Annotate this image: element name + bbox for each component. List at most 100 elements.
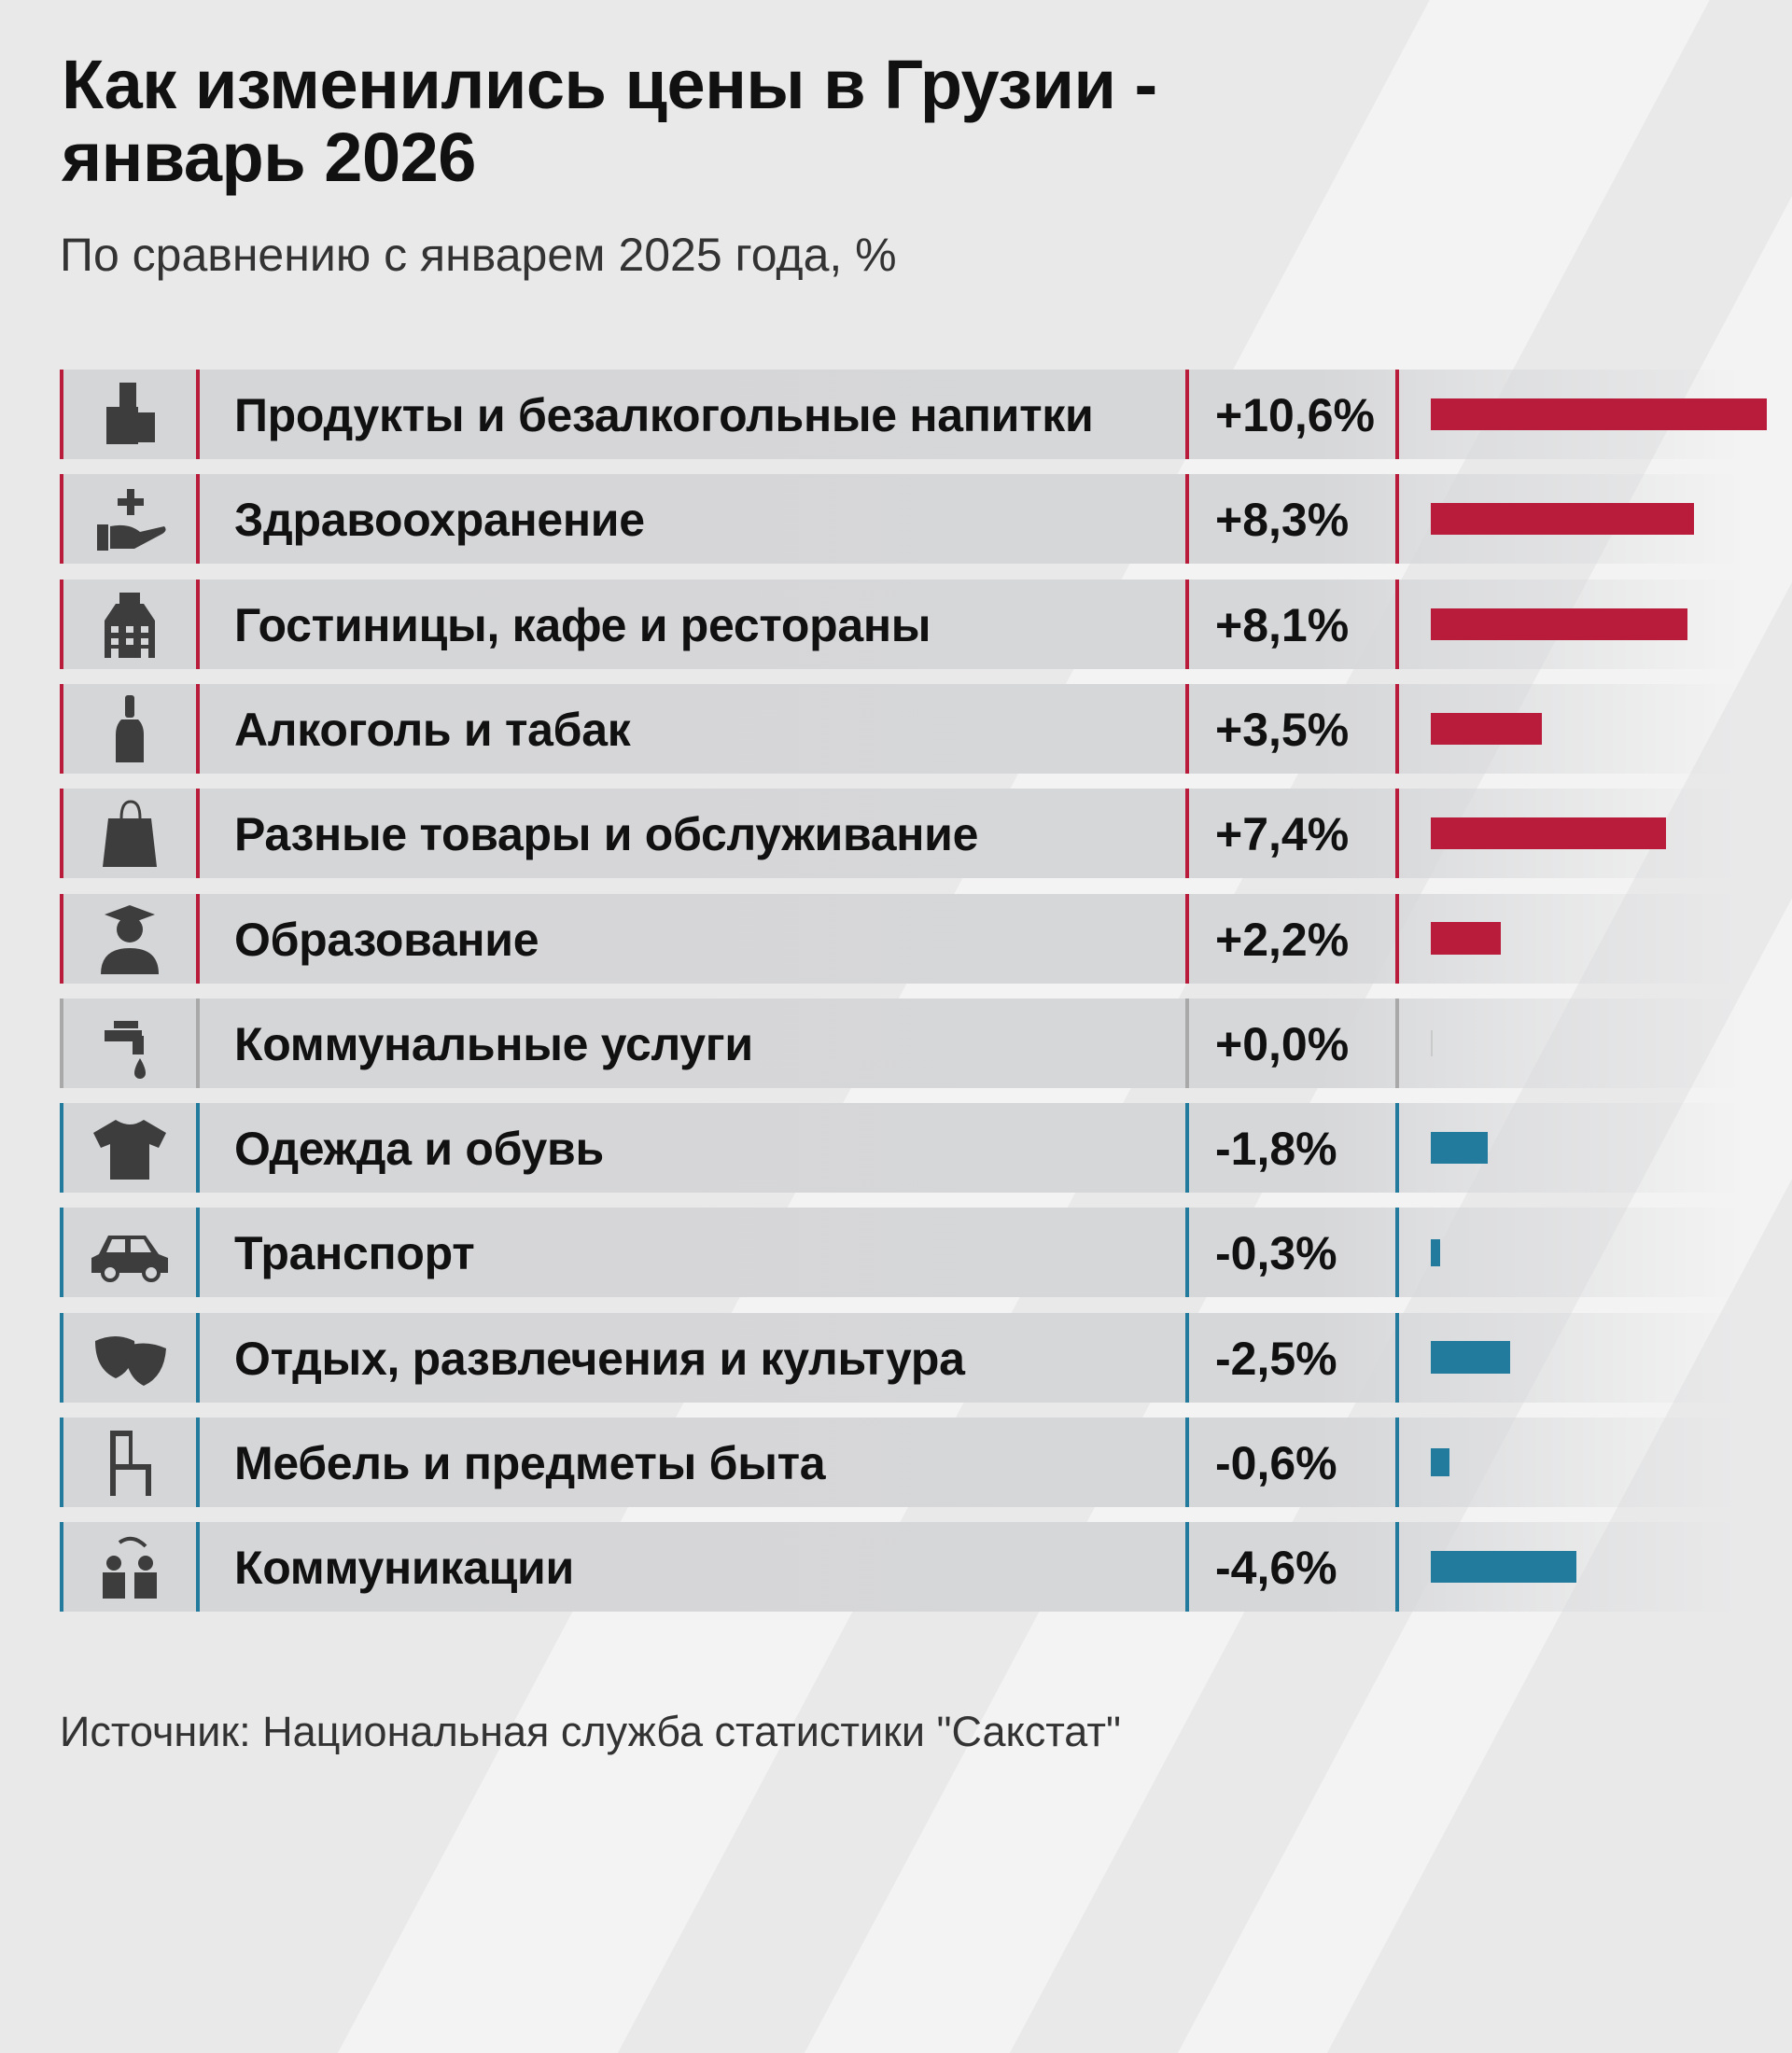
row-divider: [196, 1103, 200, 1194]
category-label: Мебель и предметы быта: [234, 1437, 826, 1489]
category-label: Здравоохранение: [234, 494, 645, 547]
bar: [1431, 608, 1688, 640]
bar: [1431, 1448, 1450, 1476]
row-divider: [196, 579, 200, 669]
row-divider: [1185, 1522, 1189, 1613]
row-divider: [196, 474, 200, 565]
row-divider: [60, 474, 63, 565]
row-background: [60, 998, 1740, 1088]
row-divider: [1185, 1418, 1189, 1507]
bar: [1431, 817, 1666, 850]
bar-row: Мебель и предметы быта -0,6%: [60, 1418, 1740, 1507]
row-divider: [1185, 370, 1189, 459]
bar: [1431, 712, 1542, 745]
row-divider: [1395, 789, 1399, 879]
row-divider: [1395, 1312, 1399, 1403]
row-divider: [1395, 683, 1399, 774]
row-divider: [60, 789, 63, 879]
category-label: Коммунальные услуги: [234, 1017, 753, 1070]
category-label: Отдых, развлечения и культура: [234, 1332, 965, 1385]
car-icon: [91, 1236, 168, 1283]
category-label: Гостиницы, кафе и рестораны: [234, 598, 931, 651]
row-divider: [1185, 789, 1189, 879]
row-divider: [196, 1312, 200, 1403]
groceries-icon: [106, 383, 155, 444]
row-divider: [1395, 893, 1399, 984]
row-divider: [1185, 893, 1189, 984]
value-label: +8,3%: [1215, 494, 1350, 547]
category-label: Алкоголь и табак: [234, 703, 631, 756]
row-background: [60, 1418, 1740, 1507]
row-divider: [1185, 1103, 1189, 1194]
row-divider: [1395, 1418, 1399, 1507]
theater-masks-icon: [95, 1335, 166, 1386]
row-divider: [1395, 579, 1399, 669]
value-label: +3,5%: [1215, 703, 1350, 756]
row-divider: [196, 1522, 200, 1613]
chair-icon: [110, 1431, 151, 1496]
title-line-2: январь 2026: [62, 119, 476, 196]
bar: [1431, 1029, 1433, 1056]
bar: [1431, 1132, 1489, 1164]
row-divider: [1185, 1312, 1189, 1403]
row-divider: [60, 1312, 63, 1403]
row-divider: [1395, 1208, 1399, 1298]
row-divider: [1395, 370, 1399, 459]
row-divider: [1185, 683, 1189, 774]
bar: [1431, 1340, 1510, 1375]
page-title: Как изменились цены в Грузии - январь 20…: [62, 49, 1555, 194]
shopping-bag-icon: [103, 800, 157, 868]
row-divider: [196, 893, 200, 984]
bar: [1431, 1238, 1441, 1266]
category-label: Образование: [234, 913, 539, 966]
bar-row: Отдых, развлечения и культура -2,5%: [60, 1312, 1740, 1403]
value-label: -4,6%: [1215, 1542, 1337, 1595]
subtitle: По сравнению с январем 2025 года, %: [60, 229, 897, 281]
row-divider: [1395, 998, 1399, 1088]
row-divider: [196, 370, 200, 459]
value-label: -0,3%: [1215, 1227, 1337, 1280]
bar-row: Алкоголь и табак +3,5%: [60, 683, 1740, 774]
value-label: +8,1%: [1215, 598, 1350, 651]
row-divider: [60, 893, 63, 984]
people-exchange-icon: [103, 1537, 157, 1599]
category-label: Разные товары и обслуживание: [234, 808, 979, 861]
row-divider: [60, 1208, 63, 1298]
category-label: Продукты и безалкогольные напитки: [234, 389, 1094, 441]
row-divider: [60, 683, 63, 774]
bar: [1431, 1551, 1577, 1584]
row-divider: [1395, 1522, 1399, 1613]
bar: [1431, 398, 1768, 430]
row-divider: [60, 1522, 63, 1613]
value-label: +0,0%: [1215, 1017, 1350, 1070]
bar-row: Образование +2,2%: [60, 893, 1740, 984]
bar-row: Одежда и обувь -1,8%: [60, 1103, 1740, 1194]
bar-row: Здравоохранение +8,3%: [60, 474, 1740, 565]
category-label: Коммуникации: [234, 1542, 574, 1595]
source-note: Источник: Национальная служба статистики…: [60, 1708, 1121, 1755]
hotel-building-icon: [105, 592, 155, 658]
value-label: +10,6%: [1215, 389, 1375, 441]
bar-row: Транспорт -0,3%: [60, 1208, 1740, 1298]
bottle-icon: [116, 694, 144, 762]
water-tap-icon: [105, 1020, 146, 1079]
bar-row: Гостиницы, кафе и рестораны +8,1%: [60, 579, 1740, 669]
value-label: +2,2%: [1215, 913, 1350, 966]
bar-row: Продукты и безалкогольные напитки +10,6%: [60, 370, 1768, 459]
title-line-1: Как изменились цены в Грузии -: [62, 46, 1157, 123]
row-background: [60, 1208, 1740, 1298]
healthcare-hand-icon: [97, 489, 166, 552]
tshirt-icon: [93, 1120, 166, 1180]
bar-row: Разные товары и обслуживание +7,4%: [60, 789, 1740, 879]
row-divider: [196, 1208, 200, 1298]
row-divider: [1395, 474, 1399, 565]
row-divider: [1185, 474, 1189, 565]
category-label: Транспорт: [234, 1227, 475, 1280]
row-divider: [1185, 1208, 1189, 1298]
value-label: +7,4%: [1215, 808, 1350, 861]
row-divider: [196, 789, 200, 879]
bar: [1431, 922, 1501, 955]
row-divider: [196, 1418, 200, 1507]
row-divider: [60, 1103, 63, 1194]
row-divider: [1185, 998, 1189, 1088]
